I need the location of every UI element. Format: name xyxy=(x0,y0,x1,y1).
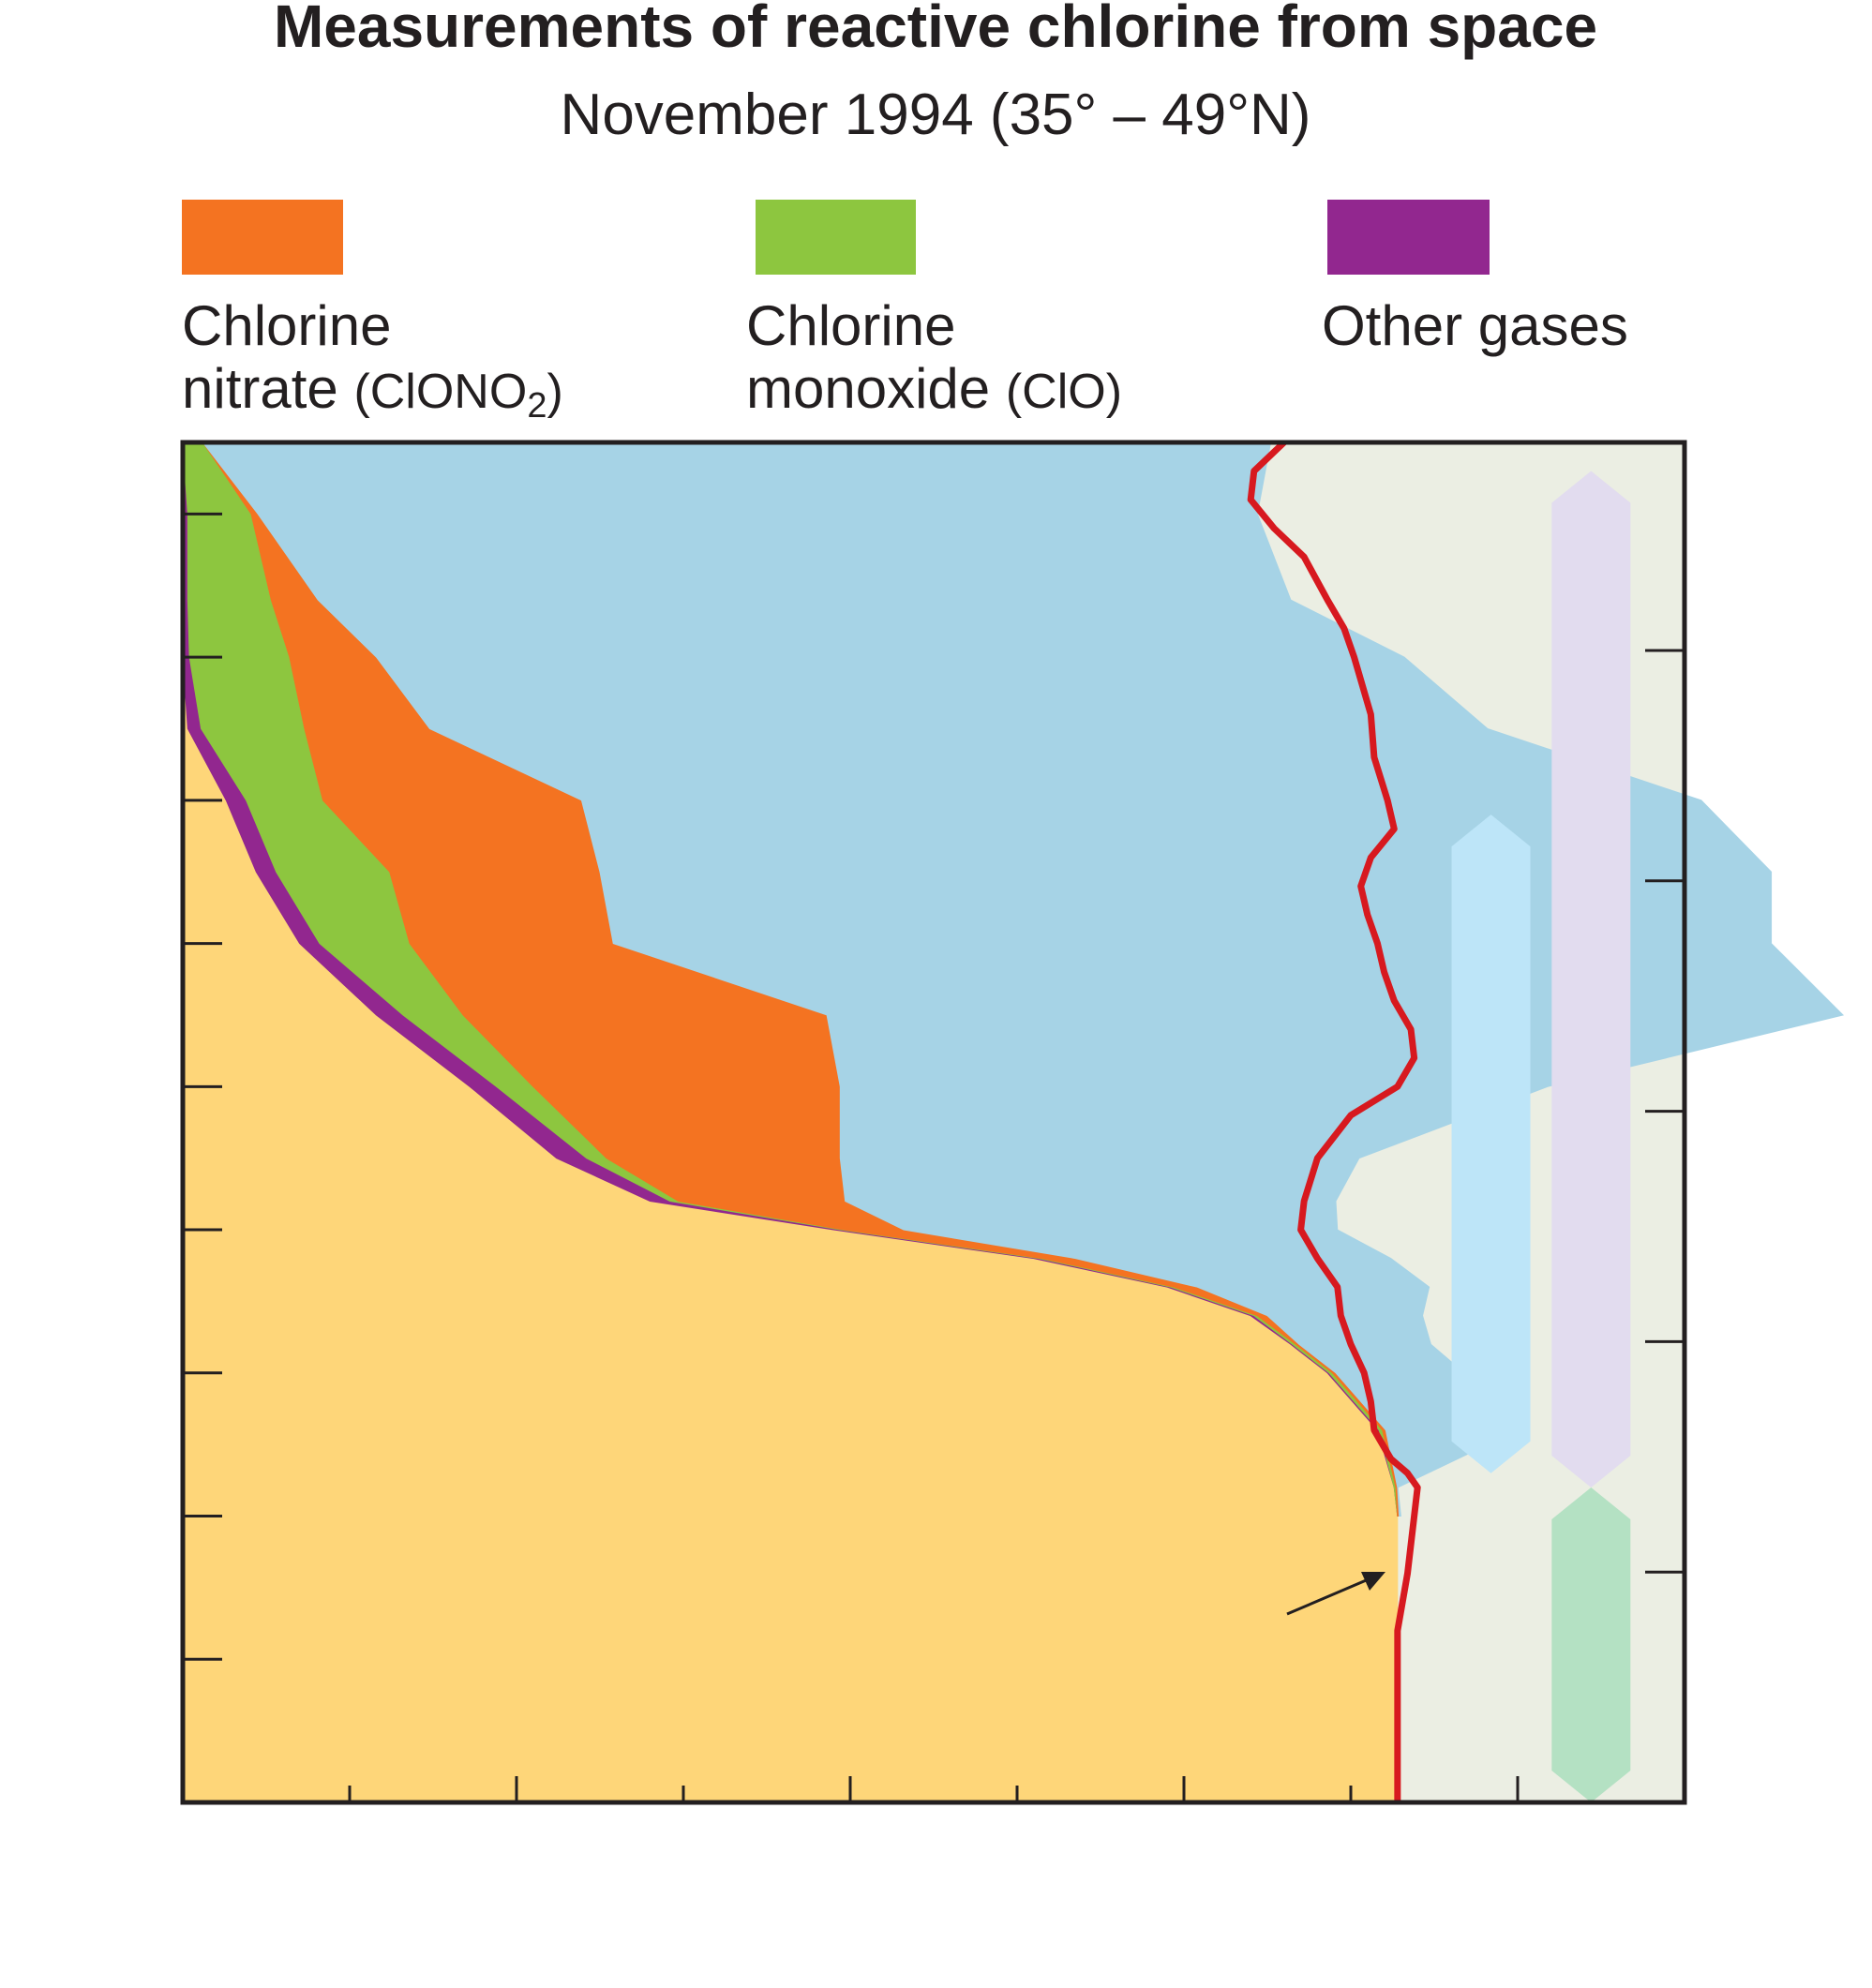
legend-label-other-gases: Other gases xyxy=(1322,294,1628,357)
legend-swatch-chlorine-monoxide xyxy=(756,200,916,275)
legend-swatch-chlorine-nitrate xyxy=(182,200,343,275)
chart-title: Measurements of reactive chlorine from s… xyxy=(274,0,1597,60)
legend-label-chlorine-nitrate-subscript: 2 xyxy=(527,386,547,426)
band-stratosphere xyxy=(1551,471,1631,1487)
legend-label-chlorine-nitrate-formula-end: ) xyxy=(547,365,562,419)
band-troposphere xyxy=(1551,1487,1631,1802)
total-chlorine-line xyxy=(1247,440,1421,1802)
legend-swatch-other-gases xyxy=(1327,200,1490,275)
legend-label-chlorine-monoxide-formula: (ClO) xyxy=(1006,365,1122,419)
annotation-arrow-head xyxy=(1361,1572,1385,1591)
legend-label-chlorine-monoxide-line2: monoxide (ClO) xyxy=(746,357,1122,420)
chart-subtitle: November 1994 (35° – 49°N) xyxy=(561,82,1311,147)
band-ozone-layer xyxy=(1451,815,1531,1473)
legend-label-chlorine-nitrate-formula: (ClONO xyxy=(353,365,527,419)
plot-frame xyxy=(180,440,1687,1805)
legend-label-chlorine-nitrate-name: nitrate xyxy=(182,357,338,420)
legend-label-chlorine-monoxide-line1: Chlorine xyxy=(746,294,955,357)
legend-label-chlorine-nitrate-line1: Chlorine xyxy=(182,294,391,357)
legend-label-chlorine-monoxide-name: monoxide xyxy=(746,357,990,420)
legend-label-chlorine-nitrate-line2: nitrate (ClONO2) xyxy=(182,357,563,426)
area-hydrogen-chloride xyxy=(202,441,1845,1517)
plot-area xyxy=(180,440,1845,1805)
annotation-arrow-line xyxy=(1286,1577,1371,1616)
